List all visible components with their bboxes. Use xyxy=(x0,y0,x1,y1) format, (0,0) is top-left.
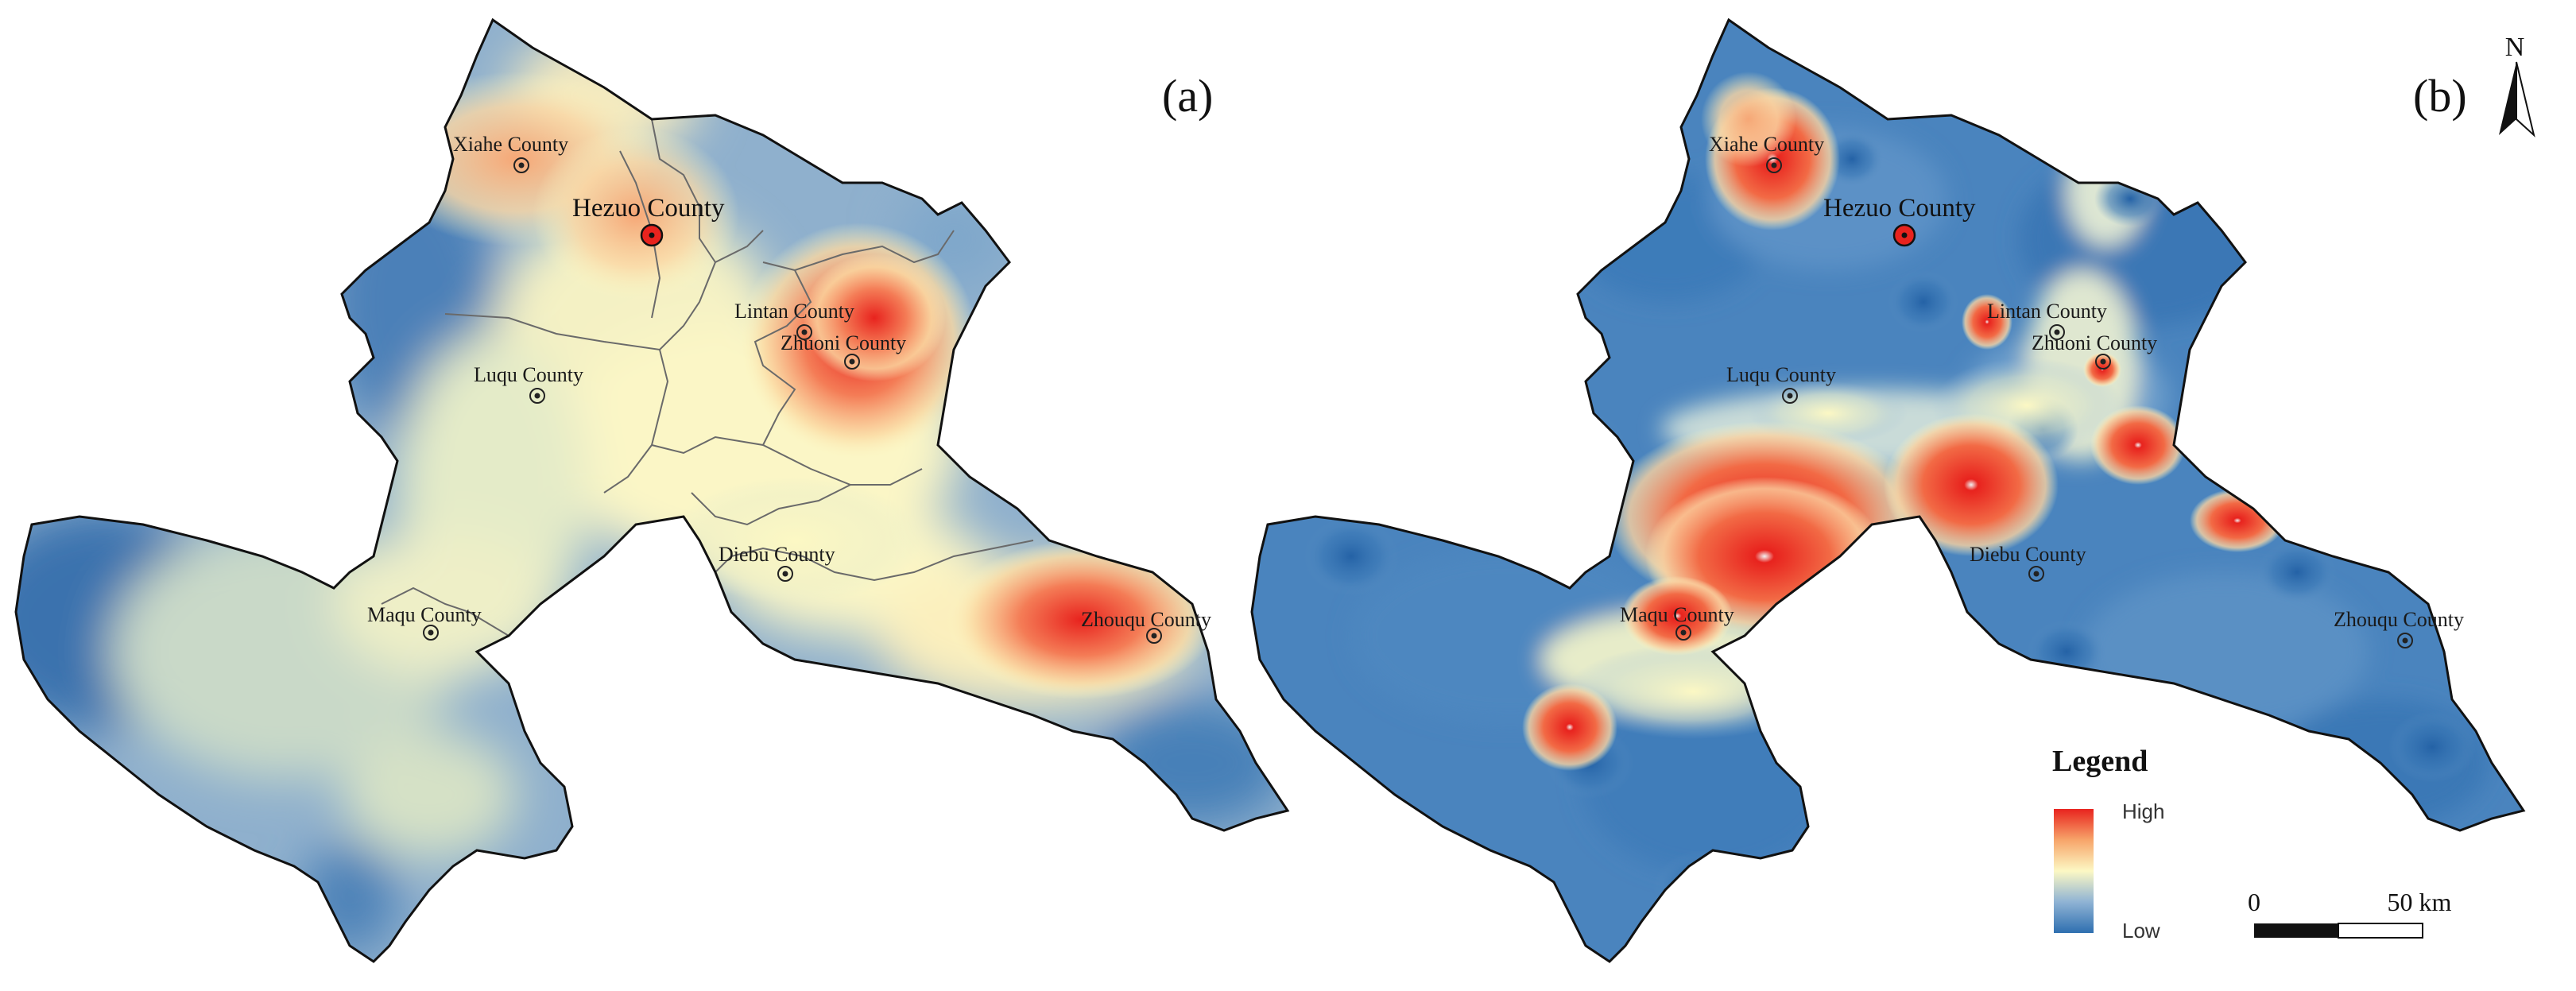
panel-b-label: (b) xyxy=(2413,70,2467,122)
lintan-marker-icon xyxy=(796,324,812,340)
zhouqu-label: Zhouqu County xyxy=(1081,608,1211,631)
diebu-marker-icon xyxy=(777,566,793,582)
legend-low-label: Low xyxy=(2122,919,2160,943)
county-markers-b: Xiahe County Hezuo County Lintan County … xyxy=(1620,133,2464,648)
north-arrow-icon xyxy=(2499,61,2535,137)
county-markers-a: Xiahe County Hezuo County Lintan County … xyxy=(367,133,1211,644)
hezuo-marker-icon xyxy=(1892,223,1916,247)
panel-a: Xiahe County Hezuo County Lintan County … xyxy=(14,18,1289,963)
maqu-label: Maqu County xyxy=(367,603,482,626)
panel-b: Xiahe County Hezuo County Lintan County … xyxy=(1250,18,2535,963)
maqu-marker-icon xyxy=(423,625,439,641)
zhouqu-label: Zhouqu County xyxy=(2334,608,2464,631)
legend-color-ramp xyxy=(2054,809,2094,933)
xiahe-marker-icon xyxy=(513,157,529,173)
hezuo-marker-icon xyxy=(640,223,664,247)
county-boundaries-a xyxy=(381,118,1034,637)
lintan-label: Lintan County xyxy=(734,300,854,323)
lintan-label: Lintan County xyxy=(1987,300,2107,323)
heatmap-b xyxy=(1252,20,2524,962)
north-label: N xyxy=(2505,33,2525,62)
scale-segment-filled xyxy=(2254,923,2338,938)
legend-title: Legend xyxy=(2052,745,2148,778)
scale-start-label: 0 xyxy=(2248,888,2260,916)
xiahe-label: Xiahe County xyxy=(453,133,568,156)
maqu-marker-icon xyxy=(1675,625,1691,641)
north-arrow: N xyxy=(2499,33,2535,137)
legend: Legend High Low xyxy=(2052,745,2164,943)
zhouqu-marker-icon xyxy=(1146,628,1162,644)
hezuo-label: Hezuo County xyxy=(572,194,725,223)
scale-bar: 0 50 km xyxy=(2248,888,2452,939)
zhuoni-label: Zhuoni County xyxy=(2032,331,2157,354)
legend-high-label: High xyxy=(2122,799,2164,823)
zhuoni-marker-icon xyxy=(2095,354,2111,370)
xiahe-marker-icon xyxy=(1766,157,1782,173)
luqu-marker-icon xyxy=(1782,388,1798,404)
luqu-label: Luqu County xyxy=(1726,363,1836,386)
heatmap-a xyxy=(16,20,1288,962)
diebu-label: Diebu County xyxy=(1970,543,2086,566)
xiahe-label: Xiahe County xyxy=(1709,133,1824,156)
scale-end-label: 50 km xyxy=(2388,888,2452,916)
maqu-label: Maqu County xyxy=(1620,603,1734,626)
panel-a-label: (a) xyxy=(1162,70,1213,122)
luqu-marker-icon xyxy=(529,388,545,404)
zhuoni-marker-icon xyxy=(844,354,860,370)
diebu-marker-icon xyxy=(2028,566,2044,582)
lintan-marker-icon xyxy=(2049,324,2065,340)
luqu-label: Luqu County xyxy=(474,363,583,386)
zhuoni-label: Zhuoni County xyxy=(781,331,906,354)
hezuo-label: Hezuo County xyxy=(1823,194,1976,223)
scale-segment-empty xyxy=(2338,923,2423,939)
diebu-label: Diebu County xyxy=(719,543,835,566)
zhouqu-marker-icon xyxy=(2397,633,2413,648)
